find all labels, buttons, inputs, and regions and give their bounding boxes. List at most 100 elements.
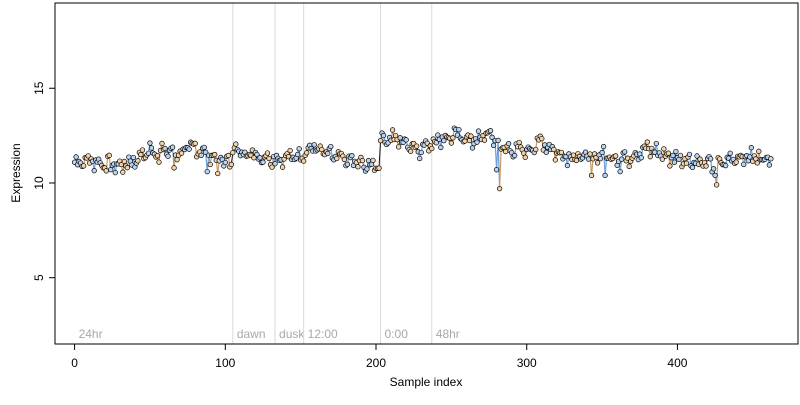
- data-point: [328, 144, 333, 149]
- plot-frame: [55, 3, 798, 344]
- data-point: [603, 173, 608, 178]
- data-point: [312, 142, 317, 147]
- x-tick-label: 100: [215, 356, 235, 370]
- data-point: [378, 138, 383, 143]
- data-point: [769, 156, 774, 161]
- data-point: [687, 152, 692, 157]
- x-tick-label: 300: [517, 356, 537, 370]
- data-point: [371, 158, 376, 163]
- data-point: [163, 146, 168, 151]
- data-point: [139, 152, 144, 157]
- data-point: [439, 145, 444, 150]
- data-point: [757, 149, 762, 154]
- data-point: [595, 161, 600, 166]
- data-point: [155, 153, 160, 158]
- data-point: [654, 141, 659, 146]
- data-point: [234, 142, 239, 147]
- data-point: [199, 153, 204, 158]
- data-point: [571, 153, 576, 158]
- data-point: [140, 148, 145, 153]
- data-point: [267, 156, 272, 161]
- data-point: [618, 169, 623, 174]
- data-point: [476, 129, 481, 134]
- data-point: [704, 164, 709, 169]
- data-point: [166, 154, 171, 159]
- data-point: [429, 146, 434, 151]
- data-point: [175, 157, 180, 162]
- data-point: [553, 158, 558, 163]
- data-point: [672, 160, 677, 165]
- region-label: dawn: [237, 327, 266, 341]
- data-point: [449, 141, 454, 146]
- series-points: [72, 126, 773, 191]
- y-tick-label: 5: [32, 274, 46, 281]
- data-point: [648, 154, 653, 159]
- data-point: [417, 156, 422, 161]
- data-point: [467, 138, 472, 143]
- data-point: [470, 146, 475, 151]
- data-point: [390, 128, 395, 133]
- data-point: [377, 166, 382, 171]
- data-point: [533, 147, 538, 152]
- data-point: [226, 153, 231, 158]
- data-point: [708, 157, 713, 162]
- data-point: [503, 149, 508, 154]
- data-point: [136, 158, 141, 163]
- data-point: [436, 133, 441, 138]
- data-point: [749, 145, 754, 150]
- data-point: [229, 162, 234, 167]
- data-point: [559, 150, 564, 155]
- data-point: [565, 163, 570, 168]
- data-point: [408, 149, 413, 154]
- data-point: [345, 162, 350, 167]
- data-point: [666, 151, 671, 156]
- data-point: [523, 155, 528, 160]
- data-point: [81, 164, 86, 169]
- data-point: [539, 136, 544, 141]
- data-point: [356, 164, 361, 169]
- x-tick-label: 400: [667, 356, 687, 370]
- data-point: [690, 165, 695, 170]
- data-point: [419, 150, 424, 155]
- data-point: [671, 153, 676, 158]
- data-point: [325, 151, 330, 156]
- data-point: [113, 170, 118, 175]
- data-point: [586, 157, 591, 162]
- data-point: [767, 163, 772, 168]
- data-point: [589, 173, 594, 178]
- data-point: [304, 151, 309, 156]
- data-point: [723, 163, 728, 168]
- data-point: [107, 153, 112, 158]
- data-point: [622, 150, 627, 155]
- data-point: [108, 167, 113, 172]
- data-point: [414, 144, 419, 149]
- data-point: [601, 144, 606, 149]
- y-tick-label: 15: [32, 81, 46, 95]
- data-point: [160, 141, 165, 146]
- data-point: [645, 140, 650, 145]
- data-point: [187, 147, 192, 152]
- data-point: [396, 145, 401, 150]
- data-point: [261, 160, 266, 165]
- series-segment: [717, 158, 719, 185]
- data-point: [212, 152, 217, 157]
- data-point: [202, 145, 207, 150]
- data-point: [482, 138, 487, 143]
- data-point: [398, 135, 403, 140]
- data-point: [544, 150, 549, 155]
- data-point: [342, 157, 347, 162]
- data-point: [295, 152, 300, 157]
- data-point: [215, 171, 220, 176]
- data-point: [711, 167, 716, 172]
- data-point: [674, 149, 679, 154]
- data-point: [121, 170, 126, 175]
- data-point: [678, 153, 683, 158]
- data-point: [223, 160, 228, 165]
- y-tick-label: 10: [32, 176, 46, 190]
- data-point: [494, 167, 499, 172]
- data-point: [404, 138, 409, 143]
- y-axis-title: Expression: [9, 143, 23, 202]
